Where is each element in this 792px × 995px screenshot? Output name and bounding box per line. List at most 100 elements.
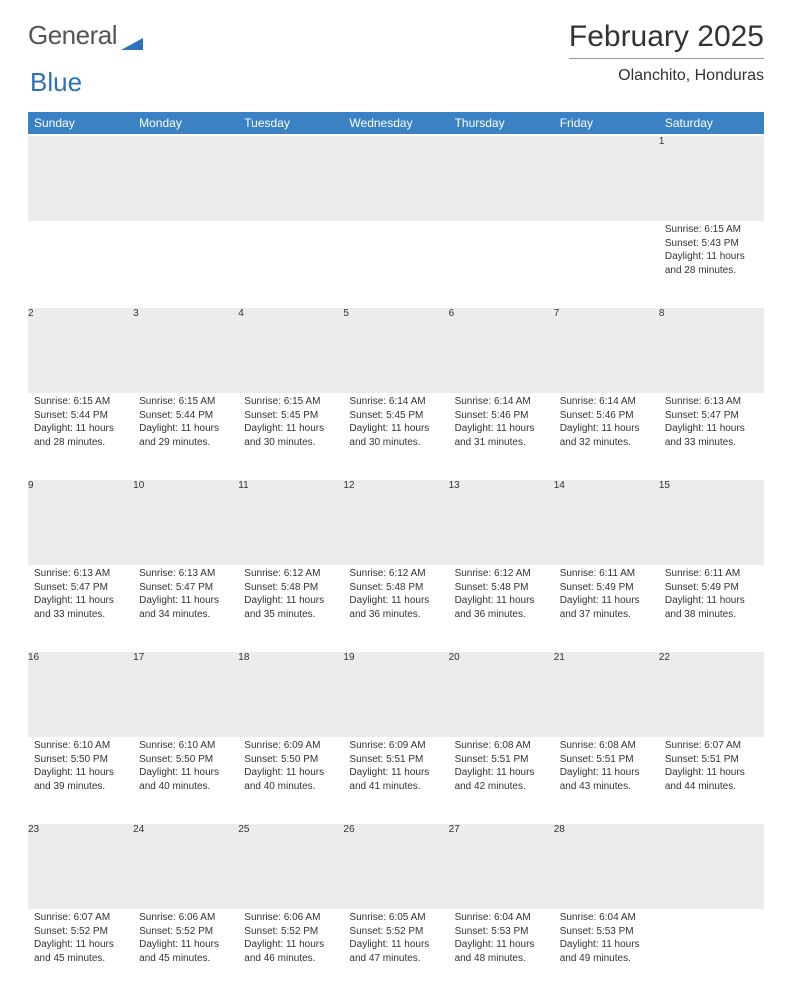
day1-text: Daylight: 11 hours (665, 250, 758, 264)
day2-text: and 30 minutes. (349, 436, 442, 450)
day1-text: Daylight: 11 hours (244, 766, 337, 780)
day-number: 19 (343, 651, 448, 737)
day-detail-row: Sunrise: 6:15 AMSunset: 5:43 PMDaylight:… (28, 221, 764, 307)
sunrise-text: Sunrise: 6:15 AM (34, 395, 127, 409)
day-number-row: 1 (28, 135, 764, 221)
day2-text: and 34 minutes. (139, 608, 232, 622)
day-number: 20 (449, 651, 554, 737)
sunrise-text: Sunrise: 6:12 AM (349, 567, 442, 581)
day1-text: Daylight: 11 hours (349, 766, 442, 780)
day1-text: Daylight: 11 hours (139, 766, 232, 780)
sunrise-text: Sunrise: 6:13 AM (665, 395, 758, 409)
day2-text: and 45 minutes. (34, 952, 127, 966)
day1-text: Daylight: 11 hours (244, 938, 337, 952)
day-header: Thursday (449, 112, 554, 135)
sunrise-text: Sunrise: 6:12 AM (244, 567, 337, 581)
day-cell: Sunrise: 6:14 AMSunset: 5:46 PMDaylight:… (449, 393, 554, 479)
day2-text: and 28 minutes. (34, 436, 127, 450)
day-number: 7 (554, 307, 659, 393)
month-title: February 2025 (569, 20, 764, 54)
day-detail-row: Sunrise: 6:15 AMSunset: 5:44 PMDaylight:… (28, 393, 764, 479)
sunset-text: Sunset: 5:45 PM (349, 409, 442, 423)
day-number (449, 135, 554, 221)
day-cell: Sunrise: 6:06 AMSunset: 5:52 PMDaylight:… (133, 909, 238, 995)
day-number: 9 (28, 479, 133, 565)
sunrise-text: Sunrise: 6:09 AM (349, 739, 442, 753)
day-number: 14 (554, 479, 659, 565)
day2-text: and 43 minutes. (560, 780, 653, 794)
day-cell: Sunrise: 6:05 AMSunset: 5:52 PMDaylight:… (343, 909, 448, 995)
day-number: 4 (238, 307, 343, 393)
logo-word1: General (28, 20, 117, 51)
day2-text: and 36 minutes. (455, 608, 548, 622)
sunrise-text: Sunrise: 6:15 AM (244, 395, 337, 409)
day-number (238, 135, 343, 221)
day-number: 16 (28, 651, 133, 737)
day-cell: Sunrise: 6:13 AMSunset: 5:47 PMDaylight:… (133, 565, 238, 651)
day-cell (554, 221, 659, 307)
sunrise-text: Sunrise: 6:09 AM (244, 739, 337, 753)
day-header: Monday (133, 112, 238, 135)
day-header: Wednesday (343, 112, 448, 135)
sunset-text: Sunset: 5:49 PM (665, 581, 758, 595)
day-cell (343, 221, 448, 307)
day-number: 5 (343, 307, 448, 393)
sunrise-text: Sunrise: 6:14 AM (560, 395, 653, 409)
sunrise-text: Sunrise: 6:15 AM (139, 395, 232, 409)
day-cell: Sunrise: 6:09 AMSunset: 5:50 PMDaylight:… (238, 737, 343, 823)
day-number (659, 823, 764, 909)
day2-text: and 31 minutes. (455, 436, 548, 450)
day1-text: Daylight: 11 hours (349, 594, 442, 608)
day-cell (449, 221, 554, 307)
day-number: 8 (659, 307, 764, 393)
sunrise-text: Sunrise: 6:14 AM (455, 395, 548, 409)
day-number: 21 (554, 651, 659, 737)
day-number: 22 (659, 651, 764, 737)
day2-text: and 48 minutes. (455, 952, 548, 966)
logo-flag-icon (121, 28, 143, 44)
day-cell: Sunrise: 6:14 AMSunset: 5:46 PMDaylight:… (554, 393, 659, 479)
day-cell: Sunrise: 6:15 AMSunset: 5:44 PMDaylight:… (28, 393, 133, 479)
sunset-text: Sunset: 5:48 PM (349, 581, 442, 595)
day-number: 26 (343, 823, 448, 909)
sunset-text: Sunset: 5:45 PM (244, 409, 337, 423)
day-cell: Sunrise: 6:08 AMSunset: 5:51 PMDaylight:… (449, 737, 554, 823)
location: Olanchito, Honduras (569, 67, 764, 85)
day-number: 15 (659, 479, 764, 565)
day1-text: Daylight: 11 hours (139, 938, 232, 952)
day1-text: Daylight: 11 hours (139, 422, 232, 436)
logo: General (28, 20, 143, 51)
day-number: 1 (659, 135, 764, 221)
day1-text: Daylight: 11 hours (455, 938, 548, 952)
day-cell (238, 221, 343, 307)
day1-text: Daylight: 11 hours (139, 594, 232, 608)
day1-text: Daylight: 11 hours (34, 938, 127, 952)
day-cell: Sunrise: 6:07 AMSunset: 5:51 PMDaylight:… (659, 737, 764, 823)
day-cell: Sunrise: 6:06 AMSunset: 5:52 PMDaylight:… (238, 909, 343, 995)
day-number-row: 16171819202122 (28, 651, 764, 737)
day-number-row: 9101112131415 (28, 479, 764, 565)
day-cell: Sunrise: 6:11 AMSunset: 5:49 PMDaylight:… (554, 565, 659, 651)
day-header: Sunday (28, 112, 133, 135)
day1-text: Daylight: 11 hours (455, 766, 548, 780)
sunset-text: Sunset: 5:44 PM (34, 409, 127, 423)
day-number: 23 (28, 823, 133, 909)
day1-text: Daylight: 11 hours (560, 938, 653, 952)
day-number (28, 135, 133, 221)
sunrise-text: Sunrise: 6:05 AM (349, 911, 442, 925)
sunrise-text: Sunrise: 6:06 AM (139, 911, 232, 925)
sunset-text: Sunset: 5:43 PM (665, 237, 758, 251)
day-detail-row: Sunrise: 6:10 AMSunset: 5:50 PMDaylight:… (28, 737, 764, 823)
sunrise-text: Sunrise: 6:14 AM (349, 395, 442, 409)
day2-text: and 42 minutes. (455, 780, 548, 794)
day-cell: Sunrise: 6:07 AMSunset: 5:52 PMDaylight:… (28, 909, 133, 995)
sunset-text: Sunset: 5:47 PM (34, 581, 127, 595)
sunset-text: Sunset: 5:47 PM (139, 581, 232, 595)
day-number (133, 135, 238, 221)
sunset-text: Sunset: 5:52 PM (349, 925, 442, 939)
day-number: 24 (133, 823, 238, 909)
sunset-text: Sunset: 5:48 PM (455, 581, 548, 595)
sunrise-text: Sunrise: 6:12 AM (455, 567, 548, 581)
sunset-text: Sunset: 5:50 PM (244, 753, 337, 767)
day-detail-row: Sunrise: 6:13 AMSunset: 5:47 PMDaylight:… (28, 565, 764, 651)
